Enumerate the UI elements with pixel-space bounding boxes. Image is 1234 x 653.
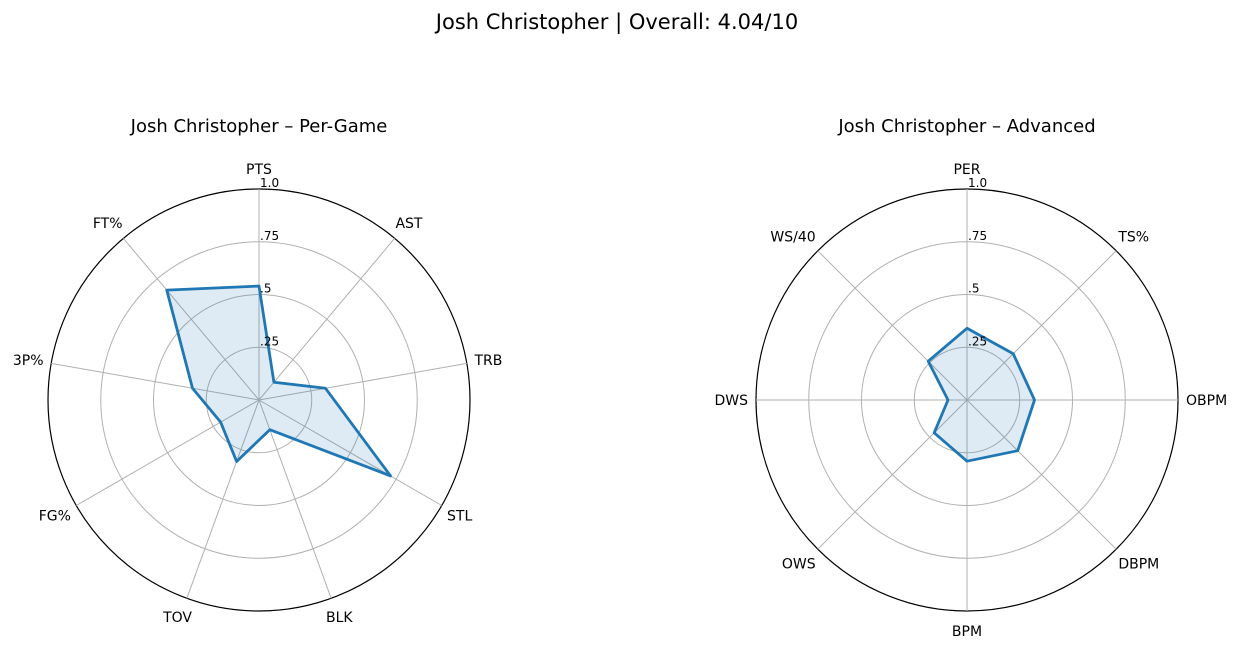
radial-tick-label: .25 xyxy=(260,334,279,348)
spoke-gridline xyxy=(258,362,467,401)
category-label-tov: TOV xyxy=(162,610,192,626)
series-fill xyxy=(166,286,391,476)
radial-tick-label: .25 xyxy=(968,334,987,348)
radial-tick-label: .75 xyxy=(968,229,987,243)
category-label-obpm: OBPM xyxy=(1186,393,1227,409)
spoke-gridline xyxy=(76,399,260,506)
spoke-gridline xyxy=(186,399,260,599)
category-label-blk: BLK xyxy=(326,610,353,626)
category-label-dws: DWS xyxy=(714,393,748,409)
radial-tick-label: .75 xyxy=(260,229,279,243)
category-label-fg-: FG% xyxy=(39,509,71,525)
category-label-per: PER xyxy=(953,162,980,178)
series-line xyxy=(165,284,392,478)
category-label-3p-: 3P% xyxy=(13,353,44,369)
category-label-ts-: TS% xyxy=(1117,230,1149,246)
spoke-gridline xyxy=(122,238,260,401)
radar-chart-per-game: Josh Christopher – Per-Game .25 .5 .75 1.0PT… xyxy=(13,116,503,626)
category-label-pts: PTS xyxy=(246,162,272,178)
chart-title: Josh Christopher – Per-Game xyxy=(130,116,388,137)
spoke-gridline xyxy=(258,399,332,599)
spoke-gridline xyxy=(258,238,396,401)
chart-title: Josh Christopher – Advanced xyxy=(837,116,1095,137)
category-label-ast: AST xyxy=(395,216,422,232)
figure-title: Josh Christopher | Overall: 4.04/10 xyxy=(434,10,798,35)
spoke-gridline xyxy=(817,399,968,550)
radial-tick-label: .5 xyxy=(968,282,979,296)
spoke-gridline xyxy=(966,250,1117,401)
spoke-gridline xyxy=(258,399,442,506)
category-label-dbpm: DBPM xyxy=(1118,556,1159,572)
category-label-bpm: BPM xyxy=(952,624,982,640)
spoke-gridline xyxy=(966,399,1117,550)
radial-tick-label: .5 xyxy=(260,282,271,296)
category-label-ows: OWS xyxy=(782,556,816,572)
category-label-trb: TRB xyxy=(473,353,502,369)
radial-tick-label: 1.0 xyxy=(968,176,987,190)
category-label-stl: STL xyxy=(447,509,472,525)
spoke-gridline xyxy=(817,250,968,401)
radar-chart-advanced: Josh Christopher – Advanced .25 .5 .75 1.0PE… xyxy=(714,116,1227,640)
series-fill xyxy=(928,328,1035,462)
category-label-ws-40: WS/40 xyxy=(770,230,815,246)
category-label-ft-: FT% xyxy=(93,216,123,232)
spoke-gridline xyxy=(51,362,260,401)
radial-tick-label: 1.0 xyxy=(260,176,279,190)
